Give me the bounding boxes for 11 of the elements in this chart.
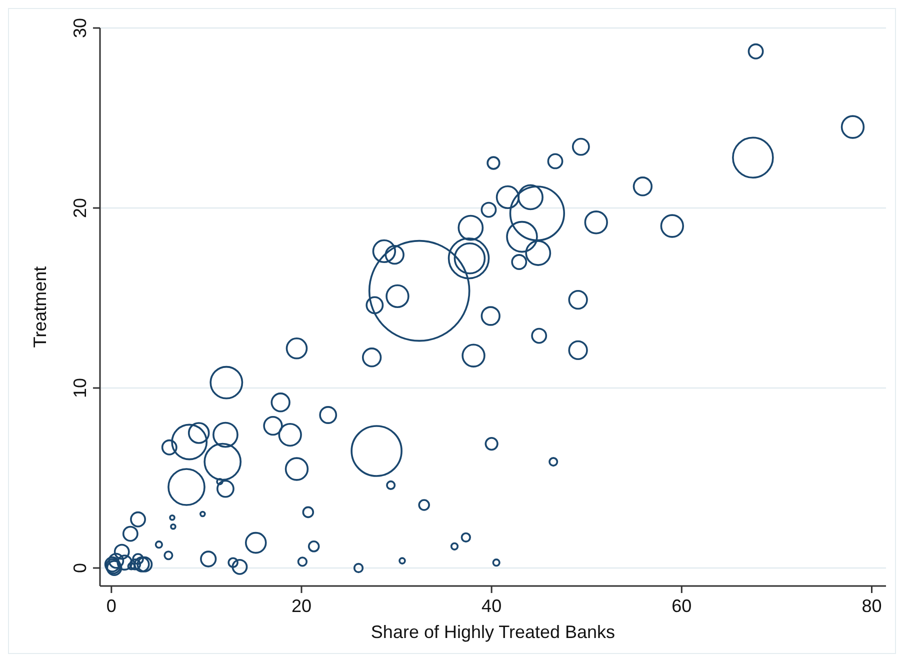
x-tick-label: 80 bbox=[862, 596, 882, 616]
y-tick-label: 30 bbox=[70, 18, 90, 38]
y-tick-label: 20 bbox=[70, 198, 90, 218]
x-tick-label: 40 bbox=[482, 596, 502, 616]
x-tick-label: 20 bbox=[291, 596, 312, 616]
x-tick-label: 60 bbox=[672, 596, 692, 616]
y-axis-title: Treatment bbox=[30, 266, 50, 348]
x-axis-title: Share of Highly Treated Banks bbox=[370, 622, 616, 642]
y-tick-label: 10 bbox=[70, 378, 90, 398]
y-tick-label: 0 bbox=[70, 562, 90, 574]
x-tick-label: 0 bbox=[106, 596, 116, 616]
